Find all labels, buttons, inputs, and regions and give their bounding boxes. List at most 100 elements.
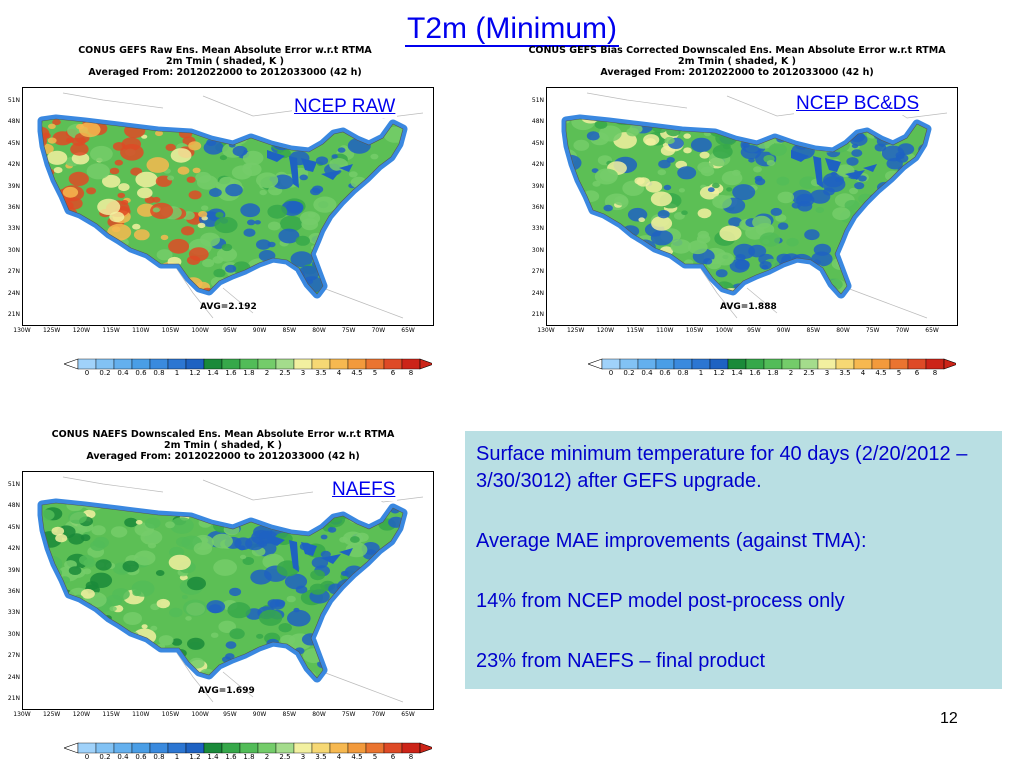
colorbar-level-label: 0.4	[641, 369, 653, 377]
colorbar-level-label: 1.6	[225, 753, 237, 761]
conus-outline	[41, 502, 404, 679]
colorbar-swatch	[131, 742, 151, 754]
colorbar-level-label: 1.4	[207, 753, 219, 761]
lon-tick-label: 95W	[223, 327, 237, 334]
panel-label: NCEP RAW	[292, 96, 398, 118]
panel-label: NCEP BC&DS	[794, 93, 922, 115]
map-title: CONUS NAEFS Downscaled Ens. Mean Absolut…	[51, 429, 395, 462]
colorbar-swatch	[239, 742, 259, 754]
colorbar-swatch	[401, 358, 421, 370]
lat-tick-label: 27N	[7, 268, 20, 276]
colorbar-level-label: 2.5	[279, 753, 291, 761]
colorbar-level-label: 6	[390, 369, 396, 377]
lon-tick-label: 90W	[252, 711, 267, 718]
conus-mae-map	[23, 472, 433, 709]
great-lake	[267, 150, 285, 162]
colorbar-level-label: 4.5	[875, 369, 887, 377]
lat-tick-label: 45N	[7, 139, 20, 147]
lon-tick-label: 110W	[656, 327, 674, 334]
lat-tick-label: 45N	[7, 523, 20, 531]
colorbar-level-label: 0.4	[117, 753, 129, 761]
colorbar-min-arrow	[63, 358, 79, 370]
lon-tick-label: 130W	[13, 711, 31, 718]
colorbar-swatch	[365, 358, 385, 370]
lat-tick-label: 21N	[531, 311, 544, 318]
colorbar-level-label: 0.8	[677, 369, 689, 377]
colorbar-level-label: 1.4	[207, 369, 219, 377]
conus-mae-map	[23, 88, 433, 325]
great-lake	[791, 150, 809, 162]
summary-textbox: Surface minimum temperature for 40 days …	[465, 431, 1002, 689]
colorbar-swatch	[257, 742, 277, 754]
lon-tick-label: 105W	[161, 327, 180, 334]
lon-tick-label: 115W	[102, 327, 120, 334]
map-frame	[22, 87, 434, 326]
colorbar-min-arrow	[587, 358, 603, 370]
colorbar-legend: 0 0.2 0.4 0.6 0.8 1 1.2 1.4 1.6 1.8 2 2.5 3 3.5 4 4.5 5 6…	[587, 357, 959, 381]
colorbar-swatch	[293, 358, 313, 370]
lat-tick-label: 39N	[531, 182, 544, 190]
colorbar-level-label: 1.8	[767, 369, 779, 377]
great-lake	[845, 170, 865, 180]
colorbar-level-label: 2	[788, 369, 794, 377]
conus-outline	[565, 118, 928, 295]
colorbar-swatch	[619, 358, 639, 370]
lat-tick-label: 30N	[7, 246, 20, 254]
lon-tick-label: 75W	[341, 711, 356, 718]
lat-tick-label: 36N	[7, 588, 20, 595]
colorbar-legend: 0 0.2 0.4 0.6 0.8 1 1.2 1.4 1.6 1.8 2 2.5 3 3.5 4 4.5 5 6…	[63, 357, 435, 381]
colorbar-level-label: 0.2	[99, 753, 111, 761]
map-frame	[546, 87, 958, 326]
map-frame	[22, 471, 434, 710]
colorbar-swatch	[365, 742, 385, 754]
great-lake	[301, 158, 317, 172]
lat-tick-label: 27N	[7, 652, 20, 660]
colorbar-level-label: 1.8	[243, 753, 255, 761]
colorbar-level-label: 0.6	[135, 753, 147, 761]
colorbar-swatch	[239, 358, 259, 370]
colorbar-level-label: 0.8	[153, 369, 165, 377]
lat-tick-label: 30N	[7, 630, 20, 638]
colorbar-level-label: 3	[300, 369, 306, 377]
lat-tick-label: 51N	[531, 97, 544, 104]
lon-tick-label: 130W	[537, 327, 555, 334]
colorbar-swatch	[835, 358, 855, 370]
colorbar-level-label: 3.5	[315, 369, 327, 377]
lon-tick-label: 100W	[191, 327, 209, 334]
colorbar-level-label: 8	[408, 753, 414, 761]
summary-line: 14% from NCEP model post-process only	[476, 590, 845, 612]
colorbar-swatch	[745, 358, 765, 370]
lat-tick-label: 30N	[531, 246, 544, 254]
neighbor-border-lines	[62, 476, 424, 703]
colorbar-level-label: 0.4	[117, 369, 129, 377]
map-panel-naefs: CONUS NAEFS Downscaled Ens. Mean Absolut…	[0, 424, 440, 774]
colorbar-swatch	[329, 358, 349, 370]
colorbar-swatch	[77, 358, 97, 370]
colorbar-level-label: 6	[914, 369, 920, 377]
lon-tick-label: 110W	[132, 327, 150, 334]
colorbar-level-label: 5	[372, 369, 378, 377]
panel-label: NAEFS	[330, 479, 398, 501]
lon-tick-label: 120W	[72, 711, 91, 718]
colorbar-swatch	[131, 358, 151, 370]
lat-tick-label: 39N	[7, 182, 20, 190]
colorbar-swatch	[655, 358, 675, 370]
colorbar-swatch	[907, 358, 927, 370]
lat-tick-label: 33N	[531, 225, 544, 233]
lon-tick-label: 95W	[223, 711, 237, 718]
lon-tick-label: 125W	[42, 711, 61, 718]
colorbar-swatch	[763, 358, 783, 370]
colorbar-level-label: 2	[264, 753, 270, 761]
colorbar-swatch	[257, 358, 277, 370]
lon-tick-label: 115W	[626, 327, 644, 334]
lon-tick-label: 90W	[776, 327, 791, 334]
colorbar-max-arrow	[419, 742, 435, 754]
lat-tick-label: 36N	[7, 204, 20, 211]
colorbar-level-label: 0.6	[659, 369, 671, 377]
colorbar-level-label: 1	[174, 369, 180, 377]
colorbar-level-label: 0.2	[623, 369, 635, 377]
map-title: CONUS GEFS Raw Ens. Mean Absolute Error …	[78, 45, 372, 78]
colorbar-swatch	[167, 358, 187, 370]
lat-tick-label: 48N	[531, 118, 544, 126]
lon-tick-label: 115W	[102, 711, 120, 718]
